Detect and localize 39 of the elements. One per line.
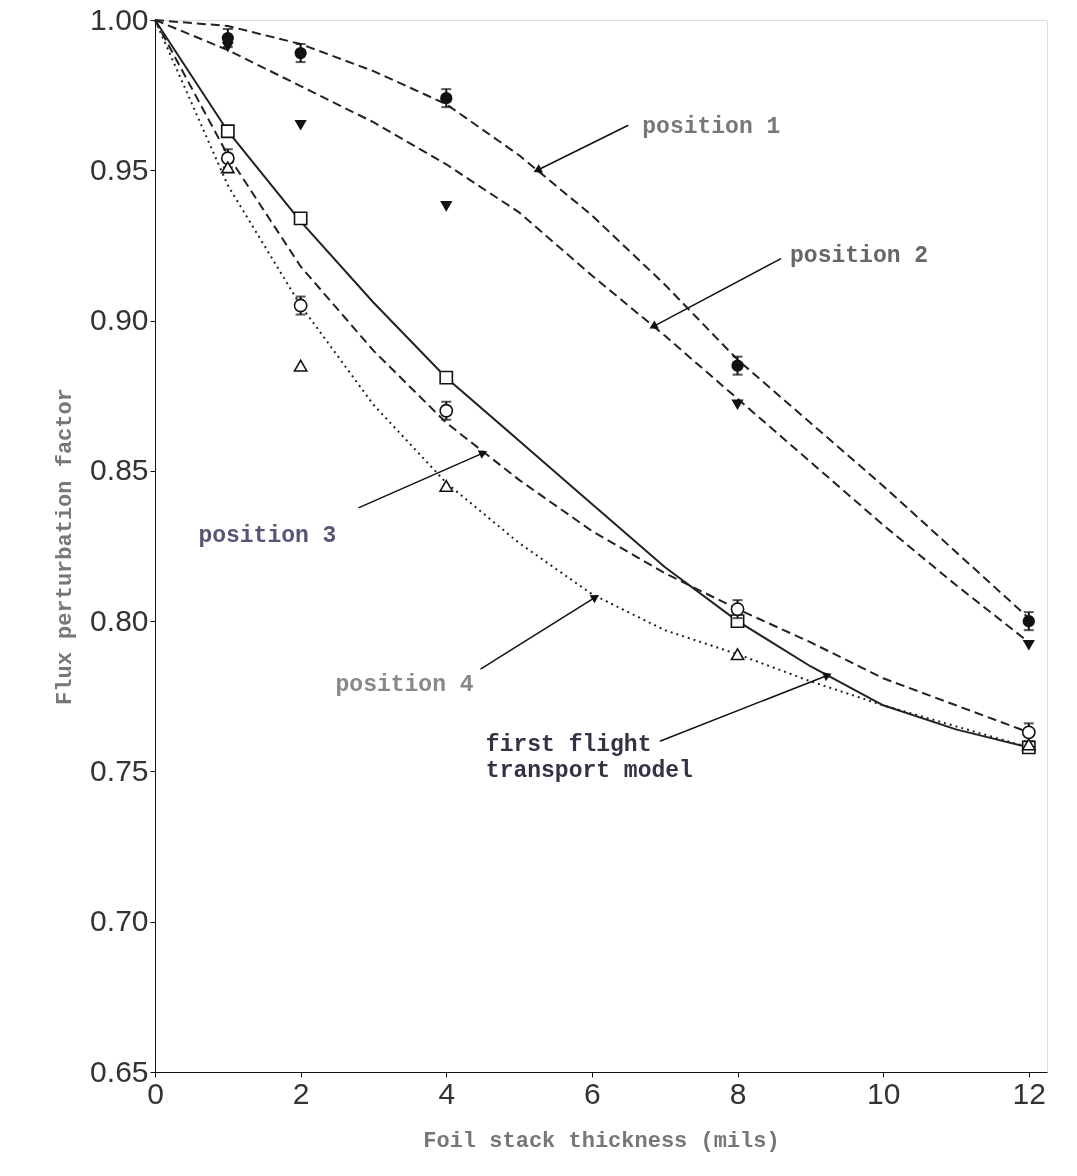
y-tick-label: 0.95 xyxy=(90,152,149,186)
annotation: position 3 xyxy=(198,522,337,549)
point xyxy=(1022,615,1035,628)
x-axis-title: Foil stack thickness (mils) xyxy=(423,1128,780,1154)
annotation: position 4 xyxy=(335,672,474,699)
annotation: position 2 xyxy=(790,242,929,269)
annotation: position 1 xyxy=(642,114,781,141)
point xyxy=(294,46,307,60)
point xyxy=(439,479,454,492)
point xyxy=(220,124,235,139)
point xyxy=(294,119,307,131)
point xyxy=(731,359,744,372)
x-tick-label: 6 xyxy=(584,1076,601,1110)
annotation: first flight transport model xyxy=(485,732,693,785)
point xyxy=(1022,639,1035,651)
x-tick-label: 8 xyxy=(729,1076,747,1110)
point xyxy=(220,161,235,174)
point xyxy=(1021,738,1036,751)
y-tick-label: 0.80 xyxy=(90,603,149,637)
y-tick-label: 0.70 xyxy=(90,904,149,938)
x-tick-label: 10 xyxy=(866,1076,901,1110)
point xyxy=(293,211,308,226)
point xyxy=(439,370,454,385)
y-tick-label: 0.75 xyxy=(90,753,149,787)
point xyxy=(221,41,234,53)
point xyxy=(440,201,453,212)
y-tick-label: 1.00 xyxy=(90,2,149,36)
point xyxy=(731,399,744,411)
y-tick-label: 0.65 xyxy=(90,1054,149,1088)
point xyxy=(293,359,308,372)
x-tick-label: 0 xyxy=(147,1076,164,1110)
x-tick-label: 2 xyxy=(292,1076,310,1110)
x-tick-label: 12 xyxy=(1012,1076,1046,1110)
x-tick-label: 4 xyxy=(438,1076,456,1110)
point xyxy=(730,648,745,661)
y-axis-title: Flux perturbation factor xyxy=(53,388,79,705)
y-tick-label: 0.90 xyxy=(90,303,149,337)
y-tick-label: 0.85 xyxy=(90,453,149,487)
point xyxy=(440,92,453,105)
